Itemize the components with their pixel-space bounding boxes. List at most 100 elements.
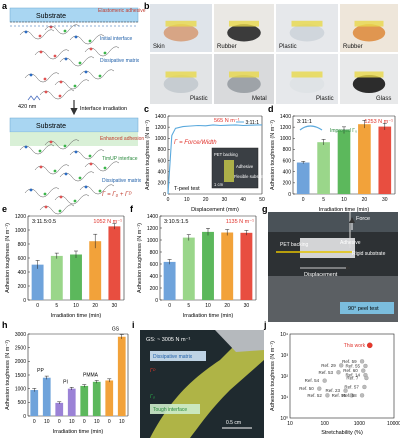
y-tick-label: 200 <box>18 284 27 290</box>
ref-point <box>363 363 368 369</box>
label-enhanced-adhesion: Enhanced adhesion <box>100 136 144 142</box>
panel-b-photos: Skin Rubber Plastic Rubber Plastic Metal Plast… <box>150 4 398 104</box>
x-axis-label: Irradiation time (min) <box>319 207 370 213</box>
y-tick-label: 1000 <box>280 136 291 142</box>
panel-i-photo: GS: ~ 3005 N m⁻¹ Dissipative matrix Γᴰ Γ… <box>140 330 264 438</box>
point-label: Ref. 50 <box>299 386 314 391</box>
photo-label: Plastic <box>279 44 297 50</box>
chain-node <box>103 51 107 55</box>
x-tick-label: 0 <box>167 197 170 203</box>
ref-point <box>359 359 365 364</box>
adhesive-strip <box>354 71 384 78</box>
ref-point <box>317 386 322 391</box>
legend-entry: 3:11:1 <box>245 120 259 126</box>
chain-node <box>44 90 48 94</box>
x-axis-label: Irradiation time (min) <box>53 429 104 435</box>
x-tick-label: 10000 <box>387 421 400 427</box>
polymer-chains-top <box>10 24 138 100</box>
chain-node <box>64 172 68 176</box>
x-tick-label: 30 <box>244 303 250 309</box>
chain-node <box>74 150 78 154</box>
chain-node <box>49 25 53 29</box>
bar <box>296 162 310 194</box>
substrate-bottom <box>9 117 139 133</box>
peel-test-badge <box>340 302 394 314</box>
y-tick-label: 1400 <box>280 114 291 120</box>
x-tick-label: 10 <box>287 421 293 427</box>
chain-node <box>53 169 57 173</box>
y-tick-label: 2500 <box>15 345 26 351</box>
y-tick-label: 0 <box>23 298 26 304</box>
adhesive-strip <box>229 71 259 78</box>
chain-node <box>58 209 62 213</box>
x-axis-label: Displacement (mm) <box>191 207 239 213</box>
chain-node <box>39 165 43 169</box>
photo-label: Plastic <box>190 96 208 102</box>
panel-letter-g: g <box>262 204 268 214</box>
series-line <box>167 124 262 195</box>
chain-node <box>84 185 88 189</box>
g-pet-label: PET backing <box>280 242 308 248</box>
y-tick-label: 600 <box>150 262 159 268</box>
bar <box>80 385 89 416</box>
x-axis-label: Stretchability (%) <box>321 430 363 436</box>
panel-letter-j: j <box>263 320 267 330</box>
y-tick-label: 3000 <box>15 332 26 338</box>
chart-subtitle: 3:11:1 <box>297 119 312 125</box>
bar <box>182 237 195 300</box>
test-label: T-peel test <box>174 186 200 192</box>
i-tough-label: Tough interface <box>153 407 187 413</box>
y-axis-label: Adhesion toughness (N m⁻¹) <box>270 120 276 190</box>
chain-node <box>63 29 67 33</box>
chart-subtitle: 3:10.5:1.5 <box>164 219 188 225</box>
chain-node <box>73 84 77 88</box>
bar <box>92 381 101 416</box>
adhesive-strip <box>229 20 259 27</box>
bar <box>30 390 39 416</box>
ref-point <box>349 393 354 398</box>
x-tick-label: 10 <box>73 303 79 309</box>
y-tick-label: 0 <box>288 192 291 198</box>
photo-object <box>227 24 261 42</box>
chart-annotation: 1052 N m⁻¹ <box>93 219 122 225</box>
point-label: Ref. 7 <box>346 376 359 381</box>
bar <box>117 336 126 416</box>
y-tick-label: 1000 <box>147 238 158 244</box>
photo-label: Skin <box>153 44 165 50</box>
i-gamma-d: Γᴰ <box>150 368 156 374</box>
chain-node <box>98 74 102 78</box>
wavelength-label: 420 nm <box>18 104 37 110</box>
x-tick-label: 10 <box>184 197 190 203</box>
x-tick-label: 10 <box>44 419 50 425</box>
improved-label: Improved Γ₀ <box>330 128 357 134</box>
y-tick-label: 10² <box>281 374 289 380</box>
chain-node <box>53 54 57 58</box>
chain-node <box>29 73 33 77</box>
x-tick-label: 20 <box>203 197 209 203</box>
g-rigid-label: Rigid substrate <box>352 251 386 257</box>
photo-label: Rubber <box>343 44 363 50</box>
chain-node <box>103 166 107 170</box>
x-axis-label: Irradiation time (min) <box>51 313 102 319</box>
x-tick-label: 10 <box>69 419 75 425</box>
chart-subtitle: 3:11.5:0.5 <box>32 219 56 225</box>
y-axis-label: Adhesion toughness (N m⁻¹) <box>270 341 276 411</box>
y-tick-label: 10⁴ <box>280 332 288 338</box>
g-force-label: Force <box>356 216 370 222</box>
i-scale-label: 0.5 cm <box>226 420 241 426</box>
x-tick-label: 1000 <box>354 421 365 427</box>
y-tick-label: 1200 <box>155 125 166 131</box>
chain-node <box>24 30 28 34</box>
y-tick-label: 1200 <box>15 214 26 220</box>
y-axis-label: Adhesion toughness (N m⁻¹) <box>5 340 11 410</box>
bar <box>70 254 82 300</box>
point-label: Ref. 53 <box>318 370 333 375</box>
photo-object <box>289 75 325 93</box>
bar <box>358 124 371 194</box>
point-label: Ref. 23 <box>326 388 341 393</box>
photo-label: Metal <box>252 96 267 102</box>
x-tick-label: 10 <box>119 419 125 425</box>
substrate-label-bottom: Substrate <box>36 123 66 130</box>
